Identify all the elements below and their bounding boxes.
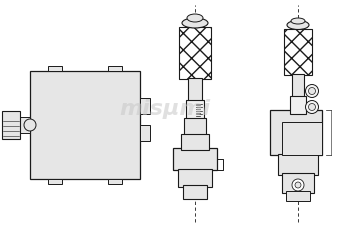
Bar <box>140 98 150 114</box>
Circle shape <box>24 119 36 131</box>
Ellipse shape <box>291 18 305 24</box>
Circle shape <box>308 104 315 111</box>
Bar <box>2 111 20 139</box>
Bar <box>20 117 30 133</box>
Bar <box>186 100 204 120</box>
Circle shape <box>306 101 318 114</box>
Bar <box>278 154 318 175</box>
Bar <box>179 27 211 79</box>
Ellipse shape <box>187 14 203 22</box>
Text: misμmi: misμmi <box>119 99 211 119</box>
Bar <box>188 78 202 101</box>
Bar <box>282 173 314 193</box>
Bar <box>140 125 150 141</box>
Bar <box>290 96 306 114</box>
Bar <box>30 71 140 179</box>
Circle shape <box>308 87 315 94</box>
Bar <box>181 134 209 150</box>
Bar <box>48 179 62 184</box>
Bar <box>270 110 322 155</box>
Bar <box>108 66 122 71</box>
Bar <box>173 148 217 170</box>
Circle shape <box>292 179 304 191</box>
Ellipse shape <box>182 18 208 28</box>
Bar <box>178 169 212 187</box>
Ellipse shape <box>287 20 309 30</box>
Circle shape <box>306 84 318 98</box>
Bar <box>183 185 207 199</box>
Bar <box>286 191 310 201</box>
Bar <box>282 122 322 155</box>
Circle shape <box>295 182 301 188</box>
Bar <box>48 66 62 71</box>
Bar <box>292 74 304 97</box>
Bar <box>108 179 122 184</box>
Bar <box>284 29 312 75</box>
Bar <box>184 118 206 135</box>
